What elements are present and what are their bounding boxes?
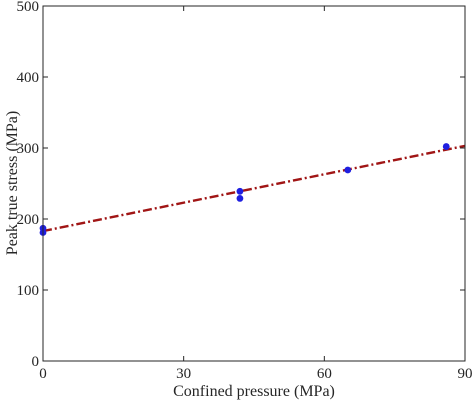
data-point — [236, 187, 244, 195]
y-tick-label: 500 — [17, 0, 40, 15]
plot-area — [43, 6, 465, 361]
chart-marks — [39, 143, 466, 236]
chart-axes: 0 30 60 90 0 100 200 300 400 500 — [17, 0, 473, 382]
axes-box — [42, 5, 466, 362]
x-tick-label: 90 — [458, 366, 473, 382]
x-tick-label: 60 — [317, 366, 332, 382]
x-tick-label: 0 — [39, 366, 47, 382]
y-tick-label: 300 — [17, 141, 40, 157]
data-point — [442, 143, 450, 150]
y-tick-label: 0 — [32, 354, 40, 370]
data-point — [236, 195, 244, 202]
data-point — [344, 166, 352, 174]
y-tick-label: 100 — [17, 283, 40, 299]
x-axis-title: Confined pressure (MPa) — [173, 383, 335, 400]
y-axis-title: Peak true stress (MPa) — [4, 111, 21, 255]
y-tick-label: 200 — [17, 212, 40, 228]
x-tick-label: 30 — [176, 366, 191, 382]
y-tick-label: 400 — [17, 70, 40, 86]
fit-line — [42, 144, 466, 233]
